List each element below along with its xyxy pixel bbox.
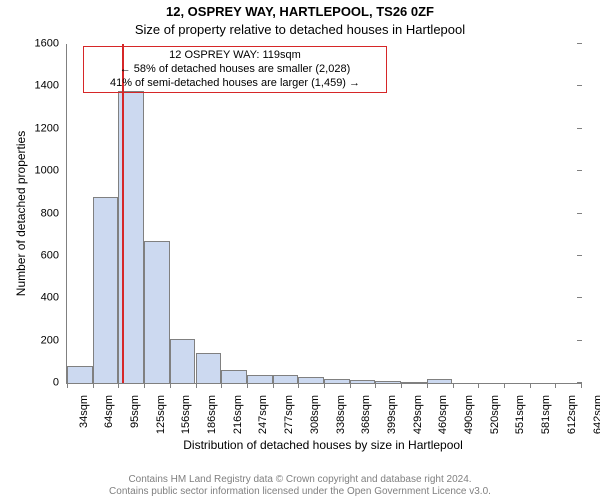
- x-tick-mark: [530, 383, 531, 388]
- x-tick-mark: [375, 383, 376, 388]
- x-tick-mark: [324, 383, 325, 388]
- x-tick-label: 612sqm: [567, 389, 578, 445]
- x-tick-label: 338sqm: [336, 389, 347, 445]
- histogram-bar: [273, 375, 299, 383]
- y-tick-mark: [577, 340, 582, 341]
- annotation-box: 12 OSPREY WAY: 119sqm← 58% of detached h…: [83, 46, 387, 93]
- x-tick-label: 156sqm: [181, 389, 192, 445]
- x-tick-label: 95sqm: [130, 389, 141, 445]
- y-tick-label: 400: [41, 293, 67, 304]
- histogram-bar: [401, 382, 427, 383]
- x-tick-mark: [427, 383, 428, 388]
- y-tick-mark: [577, 43, 582, 44]
- histogram-bar: [324, 379, 350, 383]
- x-tick-mark: [118, 383, 119, 388]
- x-tick-mark: [221, 383, 222, 388]
- histogram-bar: [196, 353, 222, 383]
- x-tick-mark: [93, 383, 94, 388]
- x-tick-label: 247sqm: [258, 389, 269, 445]
- y-tick-label: 1400: [35, 81, 67, 92]
- page-subtitle: Size of property relative to detached ho…: [0, 22, 600, 37]
- x-tick-mark: [504, 383, 505, 388]
- x-tick-label: 277sqm: [284, 389, 295, 445]
- chart-root: 12, OSPREY WAY, HARTLEPOOL, TS26 0ZF Siz…: [0, 0, 600, 500]
- y-tick-label: 1600: [35, 39, 67, 50]
- x-tick-label: 490sqm: [464, 389, 475, 445]
- footer-line-1: Contains HM Land Registry data © Crown c…: [0, 474, 600, 486]
- plot-area: 0200400600800100012001400160034sqm64sqm9…: [66, 44, 581, 384]
- x-tick-label: 399sqm: [387, 389, 398, 445]
- x-axis-label: Distribution of detached houses by size …: [66, 438, 580, 452]
- histogram-bar: [170, 339, 196, 383]
- annotation-line: 12 OSPREY WAY: 119sqm: [90, 49, 380, 63]
- x-tick-label: 125sqm: [156, 389, 167, 445]
- histogram-bar: [93, 197, 119, 383]
- x-tick-mark: [247, 383, 248, 388]
- x-tick-label: 34sqm: [79, 389, 90, 445]
- x-tick-mark: [401, 383, 402, 388]
- histogram-bar: [221, 370, 247, 383]
- histogram-bar: [144, 241, 170, 383]
- x-tick-label: 368sqm: [361, 389, 372, 445]
- y-tick-label: 800: [41, 208, 67, 219]
- y-tick-mark: [577, 170, 582, 171]
- x-tick-mark: [478, 383, 479, 388]
- x-tick-label: 64sqm: [104, 389, 115, 445]
- histogram-bar: [350, 380, 376, 383]
- x-tick-mark: [453, 383, 454, 388]
- y-tick-mark: [577, 85, 582, 86]
- y-tick-label: 1200: [35, 123, 67, 134]
- property-marker-line: [122, 44, 124, 383]
- x-tick-label: 642sqm: [593, 389, 600, 445]
- x-tick-label: 308sqm: [310, 389, 321, 445]
- x-tick-mark: [555, 383, 556, 388]
- x-tick-label: 520sqm: [490, 389, 501, 445]
- x-tick-label: 186sqm: [207, 389, 218, 445]
- x-tick-mark: [581, 383, 582, 388]
- y-tick-label: 0: [53, 378, 67, 389]
- y-tick-mark: [577, 128, 582, 129]
- y-tick-mark: [577, 213, 582, 214]
- y-tick-label: 200: [41, 335, 67, 346]
- y-tick-mark: [577, 255, 582, 256]
- x-tick-mark: [170, 383, 171, 388]
- y-axis-label: Number of detached properties: [14, 44, 28, 383]
- annotation-line: ← 58% of detached houses are smaller (2,…: [90, 63, 380, 77]
- x-tick-mark: [144, 383, 145, 388]
- histogram-bar: [427, 379, 453, 383]
- page-title: 12, OSPREY WAY, HARTLEPOOL, TS26 0ZF: [0, 4, 600, 19]
- x-tick-mark: [298, 383, 299, 388]
- y-tick-label: 600: [41, 250, 67, 261]
- histogram-bar: [247, 375, 273, 383]
- histogram-bar: [298, 377, 324, 383]
- annotation-line: 41% of semi-detached houses are larger (…: [90, 77, 380, 91]
- x-tick-mark: [350, 383, 351, 388]
- x-tick-mark: [67, 383, 68, 388]
- histogram-bar: [67, 366, 93, 383]
- x-tick-label: 429sqm: [413, 389, 424, 445]
- x-tick-label: 551sqm: [515, 389, 526, 445]
- x-tick-mark: [196, 383, 197, 388]
- x-tick-label: 460sqm: [438, 389, 449, 445]
- x-tick-label: 216sqm: [233, 389, 244, 445]
- footer: Contains HM Land Registry data © Crown c…: [0, 474, 600, 498]
- y-tick-mark: [577, 297, 582, 298]
- x-tick-label: 581sqm: [541, 389, 552, 445]
- footer-line-2: Contains public sector information licen…: [0, 486, 600, 498]
- x-tick-mark: [273, 383, 274, 388]
- histogram-bar: [375, 381, 401, 383]
- y-tick-label: 1000: [35, 166, 67, 177]
